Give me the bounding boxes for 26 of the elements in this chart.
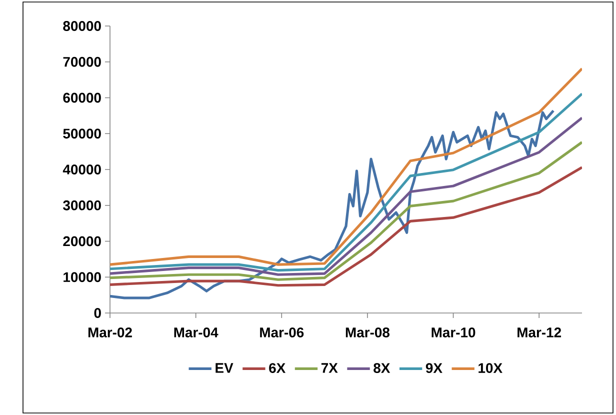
y-tick-label: 60000 [63,92,101,103]
line-series [110,92,582,272]
y-tick-label: 10000 [64,272,101,282]
x-tick-label: Mar-12 [518,328,562,338]
legend-label: 8X [374,363,390,373]
line-series [110,166,582,287]
legend-label: 6X [269,363,286,373]
y-tick-label: 40000 [62,164,101,174]
y-tick-label: 70000 [63,56,101,67]
x-tick-label: Mar-08 [346,328,390,338]
y-tick-label: 50000 [63,128,101,139]
legend-label: 10X [478,363,502,373]
legend-label: 7X [321,363,338,373]
legend-label: EV [216,363,234,373]
y-tick-label: 30000 [63,200,101,210]
y-tick-label: 0 [94,308,101,318]
x-tick-label: Mar-06 [260,328,304,338]
y-tick-label: 80000 [63,21,101,31]
legend-label: 9X [426,363,442,373]
line-series [110,140,582,281]
line-series [110,116,582,276]
x-tick-label: Mar-10 [432,328,476,338]
x-tick-label: Mar-04 [174,328,218,338]
y-tick-label: 20000 [63,236,101,246]
x-tick-label: Mar-02 [88,328,132,338]
line-series [110,67,582,266]
